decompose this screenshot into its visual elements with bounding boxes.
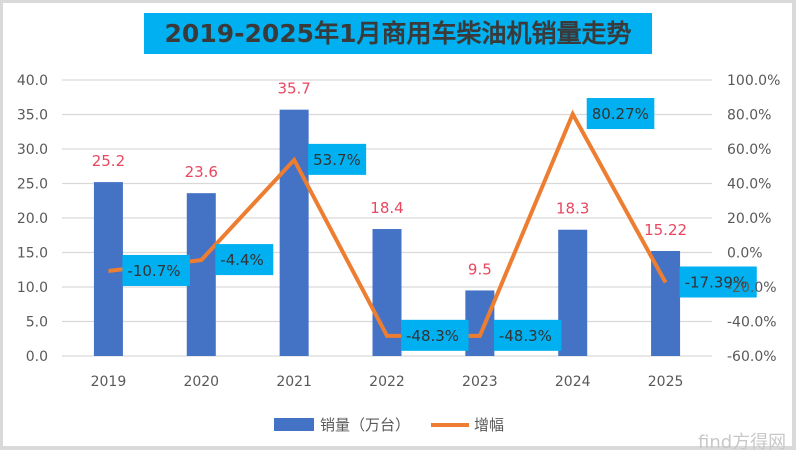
y-left-tick: 40.0 <box>17 73 48 89</box>
chart-title: 2019-2025年1月商用车柴油机销量走势 <box>144 13 652 54</box>
bar <box>558 229 588 356</box>
growth-label: -48.3% <box>401 319 469 351</box>
growth-label-text: 53.7% <box>313 151 361 169</box>
y-axis-left: 0.0 5.0 10.0 15.0 20.0 25.0 30.0 35.0 40.0 <box>17 73 48 365</box>
legend-line-label: 增幅 <box>474 416 504 434</box>
growth-label: 80.27% <box>586 98 655 130</box>
growth-label-text: -48.3% <box>499 327 552 345</box>
growth-labels: -10.7% -4.4% 53.7% -48.3% -48.3% 80.27% -17.39… <box>122 98 757 351</box>
line-series <box>108 109 668 338</box>
x-tick: 2019 <box>91 374 127 390</box>
bar <box>279 109 309 356</box>
x-tick: 2020 <box>183 374 219 390</box>
growth-label: -48.3% <box>493 319 562 351</box>
growth-label-box <box>215 244 274 276</box>
bar-value-label: 9.5 <box>468 260 492 278</box>
legend-bar-label: 销量（万台） <box>320 416 410 434</box>
growth-label-text: -48.3% <box>406 327 459 345</box>
growth-label-box <box>401 319 469 351</box>
growth-line <box>108 109 668 338</box>
growth-label: 53.7% <box>308 143 367 175</box>
y-left-tick: 25.0 <box>17 177 48 193</box>
growth-label-text: -10.7% <box>127 262 180 280</box>
bar-value-labels: 25.2 23.6 35.7 18.4 9.5 18.3 15.22 <box>92 80 687 279</box>
legend-bar-swatch <box>274 418 314 431</box>
x-tick: 2022 <box>369 374 405 390</box>
x-axis: 2019 2020 2021 2022 2023 2024 2025 <box>91 374 684 390</box>
growth-label-text: -4.4% <box>220 251 264 269</box>
y-left-tick: 20.0 <box>17 211 48 227</box>
growth-label-box <box>308 143 367 175</box>
y-right-tick: 60.0% <box>727 142 771 158</box>
y-axis-right: -60.0% -40.0% -20.0% 0.0% 20.0% 40.0% 60.0% 80.… <box>727 73 780 365</box>
y-right-tick: -20.0% <box>727 280 777 296</box>
y-right-tick: -40.0% <box>727 315 777 331</box>
y-left-tick: 5.0 <box>26 315 48 331</box>
growth-label-box <box>679 266 757 298</box>
y-right-tick: 20.0% <box>727 211 771 227</box>
y-right-tick: 100.0% <box>727 73 780 89</box>
y-left-tick: 30.0 <box>17 142 48 158</box>
growth-label-text: -17.39% <box>685 273 748 291</box>
bar-value-label: 23.6 <box>185 163 218 181</box>
bar-series <box>93 109 681 356</box>
growth-label: -17.39% <box>679 266 757 298</box>
bar-value-label: 35.7 <box>277 80 310 98</box>
x-tick: 2025 <box>648 374 684 390</box>
growth-label: -10.7% <box>122 254 191 286</box>
growth-label-box <box>586 98 655 130</box>
x-tick: 2021 <box>276 374 312 390</box>
y-right-tick: 0.0% <box>727 246 763 262</box>
watermark: find方得网 <box>698 432 787 453</box>
y-left-tick: 10.0 <box>17 280 48 296</box>
y-left-tick: 15.0 <box>17 246 48 262</box>
bar-value-label: 18.4 <box>370 199 403 217</box>
x-tick: 2023 <box>462 374 498 390</box>
x-tick: 2024 <box>555 374 591 390</box>
bar-value-label: 18.3 <box>556 200 589 218</box>
growth-label-text: 80.27% <box>592 105 649 123</box>
y-right-tick: -60.0% <box>727 349 777 365</box>
y-right-tick: 40.0% <box>727 177 771 193</box>
growth-label-box <box>493 319 562 351</box>
growth-label-box <box>122 254 191 286</box>
bar <box>465 290 495 356</box>
y-right-tick: 80.0% <box>727 108 771 124</box>
legend: 销量（万台） 增幅 <box>274 416 504 434</box>
y-left-tick: 0.0 <box>26 349 48 365</box>
y-left-tick: 35.0 <box>17 108 48 124</box>
bar <box>186 193 216 356</box>
bar-value-label: 15.22 <box>644 221 687 239</box>
bar-value-label: 25.2 <box>92 152 125 170</box>
growth-label: -4.4% <box>215 244 274 276</box>
